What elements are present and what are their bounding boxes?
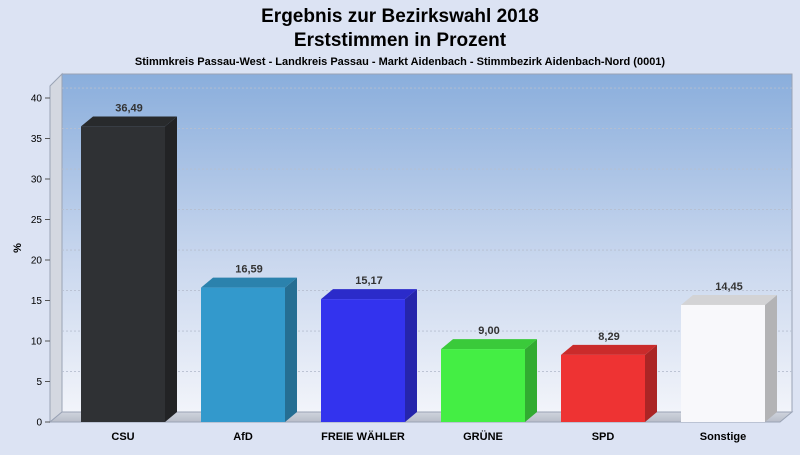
bar-spd: 8,29 SPD bbox=[561, 331, 657, 443]
bar-front bbox=[81, 126, 165, 422]
bar-top bbox=[81, 116, 177, 127]
y-tick-label: 25 bbox=[31, 215, 43, 226]
plot-background bbox=[61, 73, 793, 413]
chart-title-line2: Erststimmen in Prozent bbox=[294, 30, 507, 51]
bar-freie-wähler: 15,17 FREIE WÄHLER bbox=[321, 275, 417, 443]
bar-side bbox=[765, 294, 777, 422]
bars: 36,49 CSU 16,59 AfD 15,17 FREIE WÄHLER 9,00 GRÜ… bbox=[81, 102, 777, 443]
bar-top bbox=[441, 339, 537, 350]
bar-value-label: 16,59 bbox=[235, 264, 263, 276]
bar-side bbox=[645, 344, 657, 422]
bar-afd: 16,59 AfD bbox=[201, 264, 297, 443]
bar-top bbox=[681, 294, 777, 305]
bar-grüne: 9,00 GRÜNE bbox=[441, 325, 537, 443]
bar-value-label: 8,29 bbox=[598, 331, 619, 343]
y-axis: 0 5 10 15 20 25 30 35 40 bbox=[31, 94, 50, 429]
bar-front bbox=[681, 304, 765, 422]
bar-top bbox=[201, 277, 297, 288]
bar-top bbox=[561, 344, 657, 355]
bar-side bbox=[525, 339, 537, 422]
x-category-label: GRÜNE bbox=[463, 430, 503, 443]
bar-side bbox=[285, 277, 297, 422]
y-tick-label: 10 bbox=[31, 337, 43, 348]
bar-value-label: 9,00 bbox=[478, 325, 499, 337]
chart-subtitle: Stimmkreis Passau-West - Landkreis Passa… bbox=[135, 56, 666, 68]
x-category-label: CSU bbox=[111, 431, 134, 443]
bar-csu: 36,49 CSU bbox=[81, 102, 177, 443]
x-category-label: AfD bbox=[233, 431, 253, 443]
bar-top bbox=[321, 289, 417, 300]
bar-sonstige: 14,45 Sonstige bbox=[681, 281, 777, 443]
bar-value-label: 15,17 bbox=[355, 275, 383, 287]
y-tick-label: 40 bbox=[31, 94, 43, 105]
bar-side bbox=[165, 116, 177, 422]
bar-front bbox=[441, 349, 525, 422]
y-axis-label: % bbox=[12, 243, 24, 253]
x-category-label: Sonstige bbox=[700, 431, 746, 443]
y-tick-label: 15 bbox=[31, 296, 43, 307]
y-tick-label: 5 bbox=[36, 377, 42, 388]
bar-value-label: 36,49 bbox=[115, 102, 143, 114]
plot-left-wall bbox=[49, 72, 63, 424]
x-category-label: SPD bbox=[592, 431, 615, 443]
chart-title: Ergebnis zur Bezirkswahl 2018 bbox=[261, 6, 539, 27]
y-tick-label: 30 bbox=[31, 175, 43, 186]
y-tick-label: 0 bbox=[36, 418, 42, 429]
bar-value-label: 14,45 bbox=[715, 281, 743, 293]
y-tick-label: 35 bbox=[31, 134, 43, 145]
bar-front bbox=[561, 354, 645, 422]
bar-front bbox=[201, 287, 285, 422]
grid-lines bbox=[62, 87, 792, 372]
y-tick-label: 20 bbox=[31, 256, 43, 267]
bar-front bbox=[321, 299, 405, 422]
x-category-label: FREIE WÄHLER bbox=[321, 430, 405, 443]
bar-side bbox=[405, 289, 417, 422]
